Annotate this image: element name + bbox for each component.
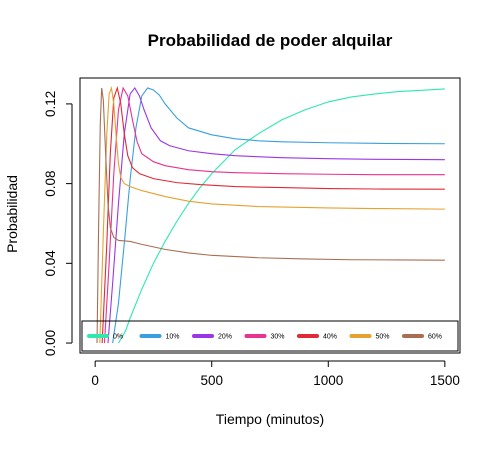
legend-label: 60% [428,334,442,341]
series-line-0 [117,88,445,344]
y-tick-label: 0.00 [43,330,58,356]
chart-title: Probabilidad de poder alquilar [148,31,393,50]
x-axis: 0 500 1000 1500 [91,360,460,388]
legend-label: 20% [218,334,232,341]
y-axis-label: Probabilidad [4,175,20,253]
series-line-2 [107,86,445,344]
series-layer [96,85,445,344]
legend-label: 50% [376,334,390,341]
legend-label: 40% [323,334,337,341]
legend: 0% 10% 20% 30% 40% 50% 60% [81,320,459,352]
plot-frame [79,77,461,354]
x-tick-label: 1000 [313,373,343,388]
series-line-1 [112,87,445,344]
series-line-6 [96,87,445,344]
legend-label: 0% [113,334,123,341]
y-tick-label: 0.04 [43,250,58,277]
legend-items: 0% 10% 20% 30% 40% 50% 60% [87,334,442,341]
series-line-4 [101,85,445,344]
legend-box [81,320,459,352]
y-tick-label: 0.12 [43,91,58,117]
series-line-3 [103,86,445,344]
legend-label: 30% [271,334,285,341]
y-tick-label: 0.08 [43,170,58,196]
series-line-5 [99,85,445,344]
x-axis-label: Tiempo (minutos) [216,411,324,427]
x-tick-label: 0 [91,373,99,388]
y-axis: 0.00 0.04 0.08 0.12 [43,91,73,356]
x-tick-label: 500 [200,373,223,388]
legend-label: 10% [166,334,180,341]
x-tick-label: 1500 [430,373,460,388]
